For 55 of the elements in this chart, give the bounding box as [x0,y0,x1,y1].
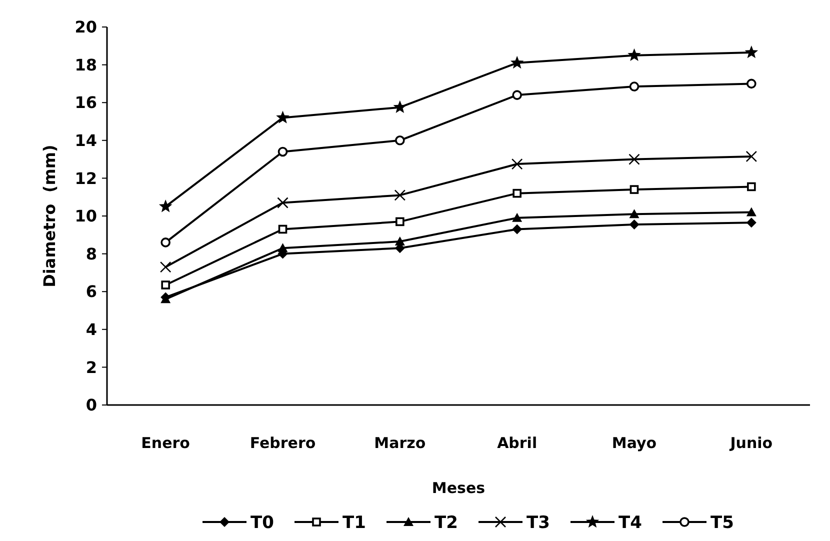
point [395,136,405,146]
point [629,220,640,230]
point [512,188,522,198]
legend-label: T4 [618,512,642,533]
point [512,212,522,222]
y-axis-title: Diametro (mm) [40,144,59,288]
x-tick-label: Enero [141,434,190,452]
point [746,218,756,228]
y-tick-label: 2 [86,358,97,377]
point [510,56,524,69]
point [394,190,406,201]
x-tick-label: Marzo [374,434,426,452]
point [511,158,523,170]
legend-label: T1 [342,512,366,533]
y-tick-label: 20 [74,18,97,37]
y-tick-label: 0 [86,396,97,415]
point [630,185,639,194]
point [746,150,758,162]
point [277,197,288,208]
point [629,82,640,92]
point [160,238,170,248]
legend-label: T5 [710,512,734,533]
point [160,261,172,273]
legend-label: T3 [526,512,550,533]
point [746,207,756,216]
point [628,154,640,165]
x-tick-label: Febrero [250,434,316,452]
x-tick-label: Abril [497,434,538,452]
point [396,217,404,226]
legend-label: T0 [250,512,274,533]
point [629,209,640,218]
y-tick-label: 8 [86,244,97,264]
point [628,48,641,62]
y-tick-label: 14 [74,131,97,150]
legend-label: T2 [434,512,458,533]
point [747,182,756,192]
point [512,90,522,100]
point [744,46,758,58]
point [278,224,288,234]
point [276,110,290,124]
point [746,78,756,89]
x-tick-label: Mayo [612,434,657,452]
y-tick-label: 18 [74,55,97,74]
y-tick-label: 12 [74,168,97,188]
point [158,200,172,212]
y-tick-label: 10 [74,206,97,226]
point [161,280,170,290]
x-tick-label: Junio [729,434,773,452]
x-axis-title: Meses [432,479,486,497]
point [393,100,407,113]
y-tick-label: 16 [74,93,97,112]
y-tick-label: 6 [86,282,97,302]
point [278,146,288,157]
point [512,224,522,234]
y-tick-label: 4 [86,320,97,339]
